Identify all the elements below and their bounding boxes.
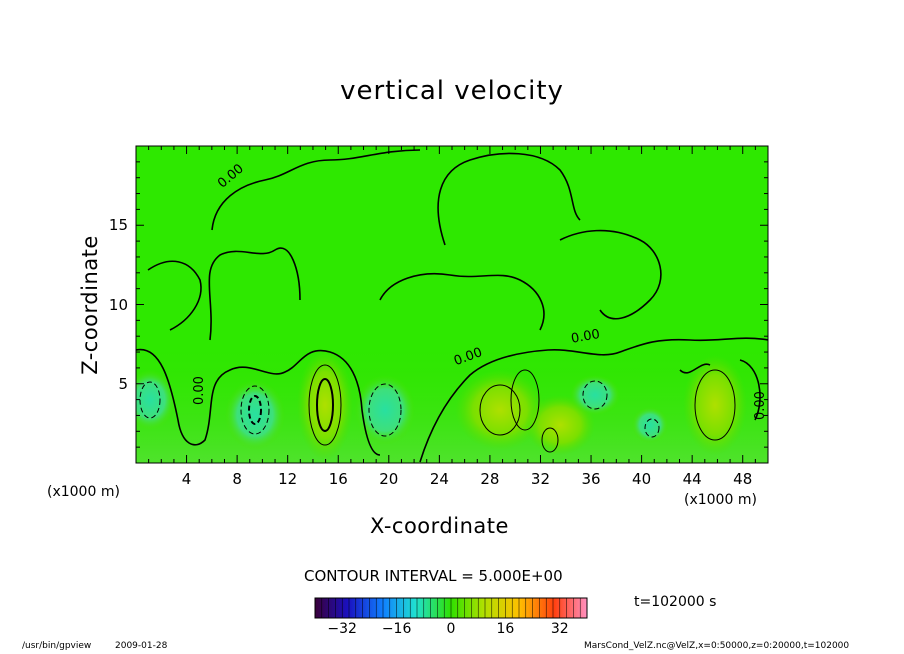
strong-pos-contour — [316, 378, 334, 432]
time-label: t=102000 s — [634, 594, 717, 610]
downdraft-cell — [570, 375, 620, 415]
contour-interval: CONTOUR INTERVAL = 5.000E+00 — [304, 567, 563, 585]
x-tick-label: 4 — [181, 470, 192, 488]
x-tick-label: 24 — [429, 470, 449, 488]
x-tick-label: 48 — [733, 470, 753, 488]
x-axis-ticks — [148, 146, 756, 463]
colorbar-frame — [314, 597, 588, 619]
chart-title: vertical velocity — [340, 76, 564, 106]
colorbar-divisions — [321, 598, 581, 618]
contour-label: 0.00 — [753, 391, 768, 420]
footer-date: 2009-01-28 — [115, 641, 168, 651]
y-axis-ticks — [136, 161, 768, 448]
colorbar-tick-label: 32 — [550, 621, 569, 637]
neg-contours — [139, 380, 660, 438]
strong-neg-contour — [248, 395, 262, 425]
zero-contours — [136, 149, 768, 463]
footer-path: /usr/bin/gpview — [22, 641, 92, 651]
colorbar-tick-label: −16 — [381, 621, 412, 637]
downdraft-cell — [632, 407, 668, 443]
updraft-cell — [683, 355, 747, 455]
y-tick-label: 5 — [118, 374, 128, 393]
colorbar-tick-label: 0 — [446, 621, 456, 637]
updraft-cell — [297, 350, 353, 460]
x-tick-label: 12 — [278, 470, 298, 488]
x-tick-label: 8 — [232, 470, 242, 488]
x-tick-label: 36 — [581, 470, 601, 488]
x-tick-label: 20 — [379, 470, 399, 488]
contour-label: 0.00 — [192, 376, 207, 405]
x-tick-label: 16 — [328, 470, 348, 488]
downdraft-cell — [355, 375, 415, 445]
x-tick-label: 28 — [480, 470, 500, 488]
x-unit-label: (x1000 m) — [47, 484, 120, 500]
downdraft-cell — [136, 370, 175, 430]
x-tick-label: 40 — [632, 470, 652, 488]
x-tick-label: 44 — [682, 470, 702, 488]
x-tick-label: 32 — [530, 470, 551, 488]
y-tick-label: 10 — [108, 295, 128, 314]
colorbar-tick-label: 16 — [496, 621, 515, 637]
colorbar-tick-label: −32 — [327, 621, 357, 637]
y-axis-label: Z-coordinate — [78, 235, 102, 375]
downdraft-cell — [225, 380, 285, 450]
pos-contours — [308, 364, 736, 453]
footer-file: MarsCond_VelZ.nc@VelZ,x=0:50000,z=0:2000… — [584, 641, 850, 651]
contour-field — [136, 149, 768, 463]
y-tick-label: 15 — [108, 216, 128, 235]
x-axis-label: X-coordinate — [370, 514, 509, 538]
x-unit-label-right: (x1000 m) — [684, 492, 757, 508]
